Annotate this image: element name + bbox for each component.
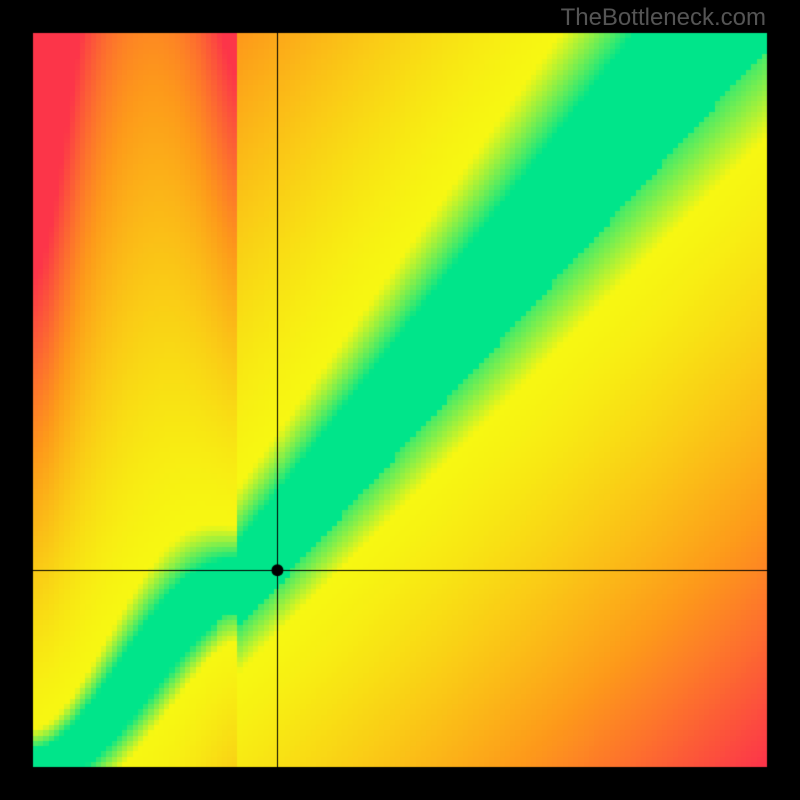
bottleneck-heatmap [0, 0, 800, 800]
chart-container: TheBottleneck.com [0, 0, 800, 800]
watermark-text: TheBottleneck.com [561, 4, 766, 32]
